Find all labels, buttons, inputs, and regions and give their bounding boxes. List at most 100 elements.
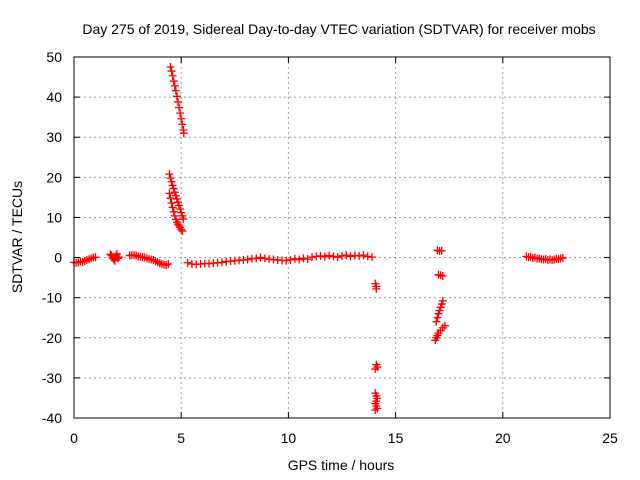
x-tick-label: 15 (388, 430, 404, 446)
data-point (176, 205, 185, 214)
data-point (295, 255, 304, 264)
data-point (167, 199, 176, 208)
data-point (166, 194, 175, 203)
plot-frame (73, 56, 611, 419)
data-points (70, 63, 567, 414)
data-point (558, 253, 567, 262)
x-tick-label: 10 (281, 430, 297, 446)
y-tick-labels: -40 -30 -20 -10 0 10 20 30 40 50 (42, 49, 62, 426)
y-tick-label: -30 (42, 370, 62, 386)
data-point (165, 189, 174, 198)
y-tick-label: 20 (46, 169, 62, 185)
data-point (132, 251, 141, 260)
data-point (252, 254, 261, 263)
data-point (368, 253, 377, 262)
data-point (169, 207, 178, 216)
data-point (217, 258, 226, 267)
data-point (371, 365, 380, 374)
x-tick-labels: 0 5 10 15 20 25 (70, 430, 618, 446)
x-tick-label: 5 (177, 430, 185, 446)
data-point (359, 251, 368, 260)
data-point (243, 255, 252, 264)
x-tick-label: 20 (495, 430, 511, 446)
data-point (433, 313, 442, 322)
data-point (171, 86, 180, 95)
data-point (325, 251, 334, 260)
series-seg-0-1 (70, 253, 100, 267)
y-tick-label: -10 (42, 290, 62, 306)
data-point (329, 252, 338, 261)
data-point (166, 174, 175, 183)
data-point (320, 252, 329, 261)
series-spike-low (165, 189, 187, 236)
data-point (176, 109, 185, 118)
data-point (170, 188, 179, 197)
data-point (178, 120, 187, 129)
data-point (530, 253, 539, 262)
x-axis-label: GPS time / hours (288, 457, 395, 473)
y-tick-label: 40 (46, 89, 62, 105)
data-point (115, 253, 124, 262)
data-point (162, 261, 171, 270)
data-point (436, 271, 445, 280)
y-tick-label: -20 (42, 330, 62, 346)
data-point (167, 67, 176, 76)
chart-title: Day 275 of 2019, Sidereal Day-to-day VTE… (82, 21, 595, 37)
data-point (299, 254, 308, 263)
data-point (172, 92, 181, 101)
y-tick-label: 30 (46, 129, 62, 145)
data-point (113, 254, 122, 263)
data-point (179, 129, 188, 138)
series-spike-mid (165, 170, 188, 224)
data-point (437, 246, 446, 255)
data-point (432, 317, 441, 326)
series-seg-17 (431, 246, 449, 345)
x-tick-label: 0 (70, 430, 78, 446)
data-point (91, 253, 100, 262)
data-point (440, 321, 449, 330)
data-point (140, 253, 149, 262)
data-point (526, 252, 535, 261)
data-point (166, 63, 175, 72)
data-point (183, 258, 192, 267)
data-point (438, 296, 447, 305)
data-point (282, 256, 291, 265)
data-point (307, 253, 316, 262)
y-tick-label: 10 (46, 209, 62, 225)
data-point (338, 251, 346, 260)
data-point (165, 170, 174, 179)
data-point (346, 252, 355, 261)
data-point (260, 254, 269, 263)
data-point (355, 251, 364, 260)
grid-lines (74, 57, 610, 418)
data-point (177, 114, 186, 123)
data-point (286, 255, 295, 264)
data-point (290, 254, 299, 263)
y-tick-label: 50 (46, 49, 62, 65)
data-point (170, 81, 179, 90)
axis-ticks (73, 56, 611, 419)
series-spike-high (166, 63, 188, 138)
data-point (535, 254, 544, 263)
data-point (173, 97, 182, 106)
data-point (167, 177, 176, 186)
y-tick-label: 0 (54, 250, 62, 266)
data-point (363, 252, 372, 261)
data-point (256, 253, 265, 262)
data-point (179, 215, 188, 224)
data-point (168, 203, 177, 212)
x-tick-label: 25 (602, 430, 618, 446)
series-baseline-5.3-13.9 (183, 251, 377, 269)
data-point (142, 254, 151, 263)
data-point (175, 201, 184, 210)
data-point (170, 211, 179, 220)
data-point (333, 253, 342, 262)
data-point (169, 77, 178, 86)
data-point (438, 272, 447, 281)
data-point (175, 103, 184, 112)
data-point (554, 255, 563, 264)
data-point (316, 251, 325, 260)
series-seg-21-22.8 (522, 252, 567, 264)
y-tick-label: -40 (42, 410, 62, 426)
